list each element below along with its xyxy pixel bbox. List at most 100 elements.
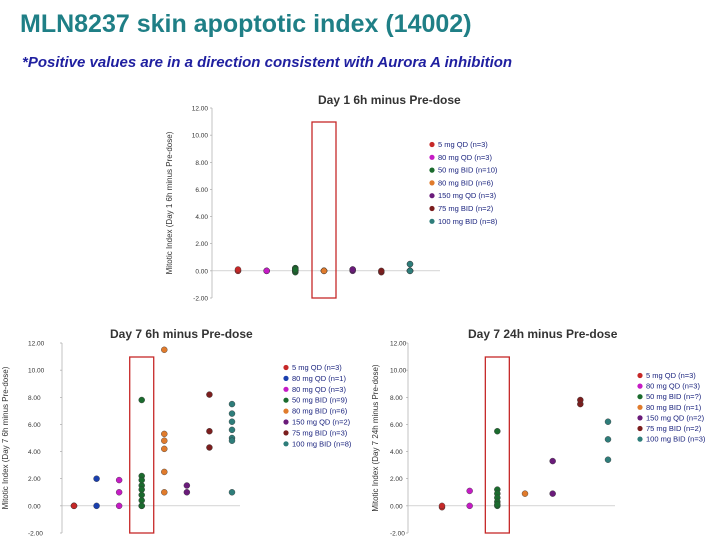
legend-entry: 5 mg QD (n=3) bbox=[438, 140, 488, 149]
legend-marker bbox=[283, 430, 289, 436]
y-tick-label: -2.00 bbox=[193, 296, 208, 303]
data-point bbox=[378, 267, 385, 275]
data-point bbox=[577, 396, 584, 404]
legend-entry: 80 mg BID (n=6) bbox=[292, 407, 348, 416]
y-tick-label: 12.00 bbox=[192, 106, 209, 113]
y-axis-label: Mitotic Index (Day 1 6h minus Pre-dose) bbox=[165, 131, 174, 274]
scatter-chart-2: Day 7 24h minus Pre-dose Mitotic Index (D… bbox=[371, 327, 706, 538]
y-tick-label: 2.00 bbox=[195, 241, 208, 248]
data-point bbox=[138, 497, 145, 504]
data-point bbox=[161, 346, 168, 353]
legend-marker bbox=[429, 167, 435, 173]
data-point bbox=[228, 437, 236, 444]
data-point bbox=[93, 475, 100, 482]
y-tick-label: 2.00 bbox=[390, 476, 403, 483]
y-tick-label: 10.00 bbox=[192, 133, 209, 140]
y-tick-label: 8.00 bbox=[390, 395, 403, 402]
data-point bbox=[138, 486, 145, 493]
legend-entry: 150 mg QD (n=2) bbox=[292, 418, 351, 427]
y-tick-label: 12.00 bbox=[390, 341, 407, 348]
legend-entry: 75 mg BID (n=2) bbox=[438, 204, 494, 213]
data-point bbox=[161, 430, 168, 438]
data-point bbox=[115, 502, 123, 510]
y-tick-label: 0.00 bbox=[195, 268, 208, 275]
data-point bbox=[320, 267, 328, 275]
legend-marker bbox=[283, 386, 289, 392]
legend-entry: 100 mg BID (n=8) bbox=[292, 439, 352, 448]
highlight-box bbox=[129, 356, 155, 534]
legend-entry: 80 mg QD (n=3) bbox=[438, 153, 492, 162]
data-point bbox=[115, 476, 123, 484]
data-point bbox=[438, 502, 446, 510]
legend-marker bbox=[283, 397, 289, 403]
legend-entry: 75 mg BID (n=2) bbox=[646, 424, 702, 433]
legend-entry: 150 mg QD (n=3) bbox=[438, 191, 497, 200]
data-point bbox=[494, 501, 501, 508]
legend-marker bbox=[429, 205, 435, 212]
legend-marker bbox=[637, 383, 643, 389]
data-point bbox=[183, 482, 191, 489]
data-point bbox=[549, 490, 556, 497]
y-tick-label: 0.00 bbox=[390, 503, 403, 510]
legend-marker bbox=[637, 404, 643, 410]
y-tick-label: 6.00 bbox=[195, 187, 208, 194]
data-point bbox=[183, 489, 191, 496]
data-point bbox=[604, 418, 612, 425]
data-point bbox=[349, 266, 356, 273]
data-point bbox=[466, 487, 473, 495]
legend-entry: 75 mg BID (n=3) bbox=[292, 428, 348, 437]
legend-entry: 5 mg QD (n=3) bbox=[292, 363, 342, 372]
data-point bbox=[138, 491, 145, 499]
data-point bbox=[161, 437, 168, 444]
data-point bbox=[234, 266, 242, 273]
legend-entry: 50 mg BID (n=10) bbox=[438, 166, 498, 175]
legend-entry: 50 mg BID (n=?) bbox=[646, 392, 702, 401]
legend-marker bbox=[429, 180, 435, 186]
data-point bbox=[138, 476, 145, 484]
highlight-box bbox=[311, 121, 337, 299]
data-point bbox=[521, 490, 529, 497]
y-tick-label: 4.00 bbox=[28, 449, 41, 456]
y-tick-label: 6.00 bbox=[28, 422, 41, 429]
highlight-box bbox=[484, 356, 510, 534]
legend-marker bbox=[283, 441, 289, 447]
y-tick-label: 0.00 bbox=[28, 503, 41, 510]
data-point bbox=[138, 502, 145, 510]
data-point bbox=[406, 267, 414, 275]
data-point bbox=[138, 396, 145, 404]
y-tick-label: -2.00 bbox=[28, 531, 43, 538]
legend-entry: 100 mg BID (n=3) bbox=[646, 435, 706, 444]
legend-entry: 50 mg BID (n=9) bbox=[292, 396, 348, 405]
legend-entry: 80 mg QD (n=1) bbox=[292, 374, 346, 383]
data-point bbox=[115, 489, 123, 496]
legend-marker bbox=[637, 425, 643, 432]
y-tick-label: 6.00 bbox=[390, 422, 403, 429]
y-tick-label: 8.00 bbox=[28, 395, 41, 402]
data-point bbox=[228, 489, 236, 496]
y-tick-label: 4.00 bbox=[195, 214, 208, 221]
slide-subtitle: *Positive values are in a direction cons… bbox=[22, 54, 513, 71]
legend-entry: 80 mg BID (n=6) bbox=[438, 178, 494, 187]
y-tick-label: 8.00 bbox=[195, 160, 208, 167]
legend-entry: 80 mg QD (n=3) bbox=[646, 382, 700, 391]
data-point bbox=[292, 266, 299, 273]
data-point bbox=[70, 502, 78, 510]
legend-entry: 100 mg BID (n=8) bbox=[438, 217, 498, 226]
chart-title: Day 1 6h minus Pre-dose bbox=[318, 93, 461, 107]
legend-marker bbox=[637, 372, 643, 379]
data-point bbox=[549, 457, 556, 465]
data-point bbox=[494, 428, 501, 435]
y-tick-label: -2.00 bbox=[390, 531, 405, 538]
legend-entry: 5 mg QD (n=3) bbox=[646, 371, 696, 380]
data-point bbox=[161, 489, 168, 496]
legend-marker bbox=[283, 364, 289, 371]
scatter-chart-1: Day 7 6h minus Pre-dose Mitotic Index (Da… bbox=[1, 327, 352, 538]
data-point bbox=[93, 502, 100, 510]
y-tick-label: 4.00 bbox=[390, 449, 403, 456]
legend-marker bbox=[283, 375, 289, 381]
data-point bbox=[206, 391, 213, 398]
data-point bbox=[161, 468, 168, 476]
scatter-chart-0: Day 1 6h minus Pre-dose Mitotic Index (Da… bbox=[165, 93, 498, 303]
data-point bbox=[228, 418, 236, 425]
